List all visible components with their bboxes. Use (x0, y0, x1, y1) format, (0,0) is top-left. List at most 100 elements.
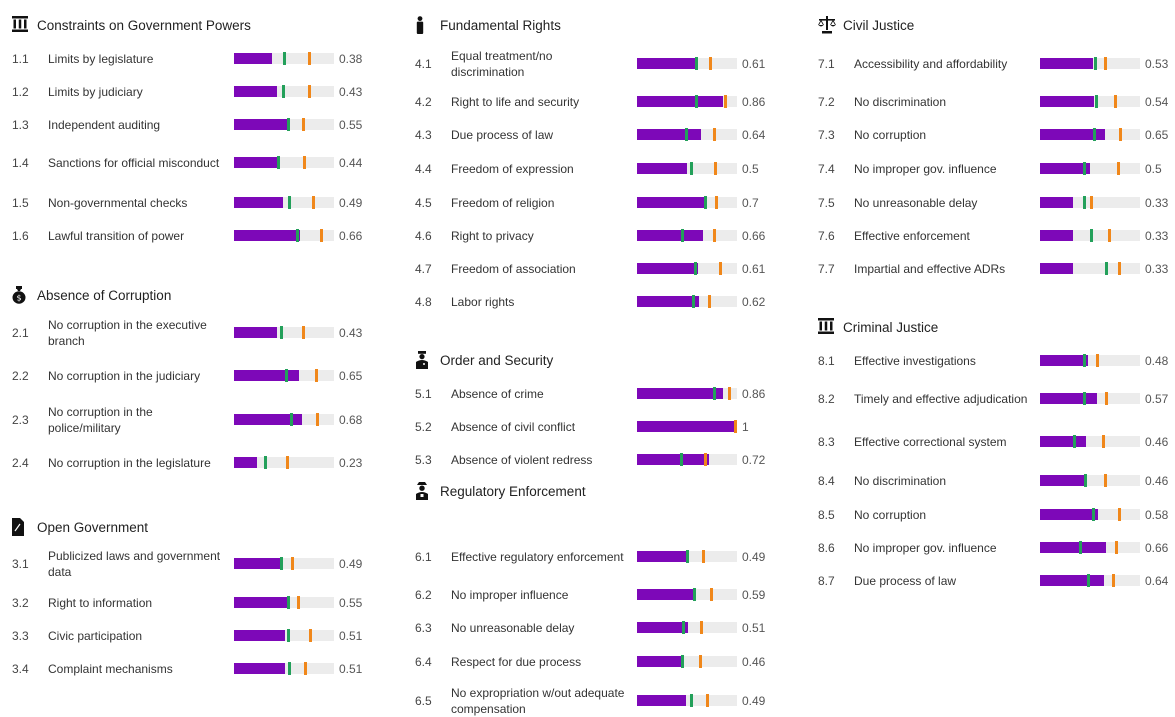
score-track (234, 196, 334, 209)
income-peer-marker (304, 662, 307, 675)
income-peer-marker (719, 262, 722, 275)
score-value: 0.44 (339, 156, 363, 170)
regional-peer-marker (681, 655, 684, 668)
score-track (1040, 262, 1140, 275)
indicator-label: No corruption (854, 508, 927, 522)
indicator-label-box: No corruption in the judiciary (48, 361, 226, 391)
income-peer-marker (1102, 435, 1105, 448)
income-peer-marker (710, 588, 713, 601)
score-track (1040, 508, 1140, 521)
indicator-number: 2.2 (12, 369, 29, 383)
regional-peer-marker (1084, 474, 1087, 487)
indicator-row: 5.3 Absence of violent redress 0.72 (415, 445, 785, 475)
indicator-number: 3.4 (12, 662, 29, 676)
indicator-label: No corruption in the police/military (48, 405, 153, 435)
score-track (637, 295, 737, 308)
regional-peer-marker (690, 162, 693, 175)
indicator-row: 3.2 Right to information 0.55 (12, 588, 382, 618)
indicator-row: 4.5 Freedom of religion 0.7 (415, 188, 785, 218)
score-bar (637, 388, 723, 399)
indicator-row: 1.2 Limits by judiciary 0.43 (12, 77, 382, 107)
score-track (234, 229, 334, 242)
score-track (637, 95, 737, 108)
score-bar (637, 197, 707, 208)
regional-peer-marker (693, 588, 696, 601)
score-value: 0.51 (339, 629, 363, 643)
regional-peer-marker (692, 295, 695, 308)
indicator-label-box: Freedom of association (451, 254, 629, 284)
income-peer-marker (297, 596, 300, 609)
regional-peer-marker (277, 156, 280, 169)
score-bar (1040, 263, 1073, 274)
column-3: Civil Justice 7.1 Accessibility and afford… (818, 0, 1175, 715)
score-bar (637, 656, 683, 667)
score-track (637, 387, 737, 400)
income-peer-marker (714, 162, 717, 175)
income-peer-marker (709, 57, 712, 70)
indicator-label: No corruption in the judiciary (48, 369, 201, 383)
income-peer-marker (1104, 57, 1107, 70)
income-peer-marker (308, 85, 311, 98)
income-peer-marker (302, 326, 305, 339)
score-value: 0.66 (1145, 541, 1169, 555)
regional-peer-marker (1083, 354, 1086, 367)
score-track (1040, 392, 1140, 405)
indicator-label-box: Timely and effective adjudication (854, 384, 1032, 414)
indicator-label: Non-governmental checks (48, 196, 188, 210)
police-officer-icon (415, 351, 431, 369)
indicator-row: 7.3 No corruption 0.65 (818, 120, 1175, 150)
indicator-row: 1.6 Lawful transition of power 0.66 (12, 221, 382, 251)
income-peer-marker (1108, 229, 1111, 242)
regional-peer-marker (695, 95, 698, 108)
score-track (637, 262, 737, 275)
indicator-label: Respect for due process (451, 655, 582, 669)
indicator-label-box: Independent auditing (48, 110, 226, 140)
indicator-label: No corruption in the legislature (48, 456, 211, 470)
score-bar (637, 96, 723, 107)
indicator-label: Effective investigations (854, 354, 976, 368)
income-peer-marker (702, 550, 705, 563)
income-peer-marker (699, 655, 702, 668)
indicator-row: 8.7 Due process of law 0.64 (818, 566, 1175, 596)
income-peer-marker (316, 413, 319, 426)
indicator-row: 7.7 Impartial and effective ADRs 0.33 (818, 254, 1175, 284)
score-bar (637, 622, 688, 633)
indicator-label-box: No improper gov. influence (854, 154, 1032, 184)
indicator-label-box: Absence of crime (451, 379, 629, 409)
score-bar (637, 454, 709, 465)
indicator-row: 4.3 Due process of law 0.64 (415, 120, 785, 150)
score-bar (637, 589, 696, 600)
indicator-number: 7.2 (818, 95, 835, 109)
section-header: Civil Justice (818, 16, 914, 34)
score-value: 0.58 (1145, 508, 1169, 522)
score-bar (234, 157, 278, 168)
indicator-number: 1.4 (12, 156, 29, 170)
regional-peer-marker (280, 326, 283, 339)
score-value: 0.86 (742, 387, 766, 401)
score-bar (1040, 96, 1094, 107)
score-value: 0.46 (1145, 435, 1169, 449)
score-track (234, 629, 334, 642)
indicator-number: 7.4 (818, 162, 835, 176)
svg-text:$: $ (16, 294, 21, 303)
indicator-label: No discrimination (854, 95, 947, 109)
column-1: Constraints on Government Powers 1.1 Limit… (12, 0, 382, 715)
indicator-label-box: No corruption in the legislature (48, 448, 226, 478)
indicator-number: 2.1 (12, 326, 29, 340)
score-track (234, 156, 334, 169)
score-value: 0.5 (1145, 162, 1162, 176)
score-bar (234, 663, 285, 674)
score-value: 0.72 (742, 453, 766, 467)
indicator-label-box: No discrimination (854, 87, 1032, 117)
indicator-number: 4.8 (415, 295, 432, 309)
indicator-row: 7.1 Accessibility and affordability 0.53 (818, 49, 1175, 79)
person-icon (415, 16, 431, 34)
regional-peer-marker (686, 550, 689, 563)
score-value: 0.61 (742, 57, 766, 71)
indicator-row: 3.1 Publicized laws and government data 0.… (12, 549, 382, 579)
indicator-number: 1.2 (12, 85, 29, 99)
score-track (234, 596, 334, 609)
score-value: 0.61 (742, 262, 766, 276)
income-peer-marker (706, 694, 709, 707)
indicator-label-box: No improper gov. influence (854, 533, 1032, 563)
